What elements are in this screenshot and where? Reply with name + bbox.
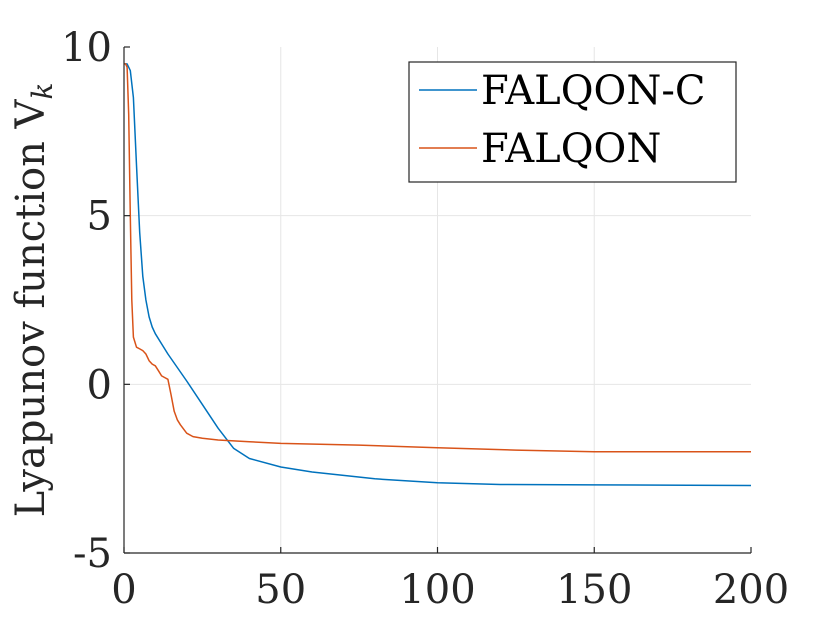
y-axis-label-subscript: k <box>26 83 59 100</box>
x-tick-label-4: 200 <box>713 567 789 613</box>
y-tick-label-2: 5 <box>87 194 112 240</box>
y-axis-label: Lyapunov function Vk <box>8 83 59 518</box>
y-tick-label-1: 0 <box>87 362 112 408</box>
y-axis-label-text: Lyapunov function V <box>8 98 54 517</box>
x-tick-label-2: 100 <box>399 567 475 613</box>
legend-box <box>408 61 737 183</box>
series-line-0 <box>124 63 752 487</box>
series-lines <box>124 63 752 487</box>
legend-label-0: FALQON-C <box>481 68 705 114</box>
series-line-1 <box>124 63 751 453</box>
x-tick-label-0: 0 <box>111 567 136 613</box>
axes <box>123 46 752 554</box>
x-tick-label-3: 150 <box>556 567 632 613</box>
y-tick-label-3: 10 <box>61 25 112 71</box>
y-tick-label-0: -5 <box>73 531 112 577</box>
x-tick-label-1: 50 <box>255 567 306 613</box>
legend-label-1: FALQON <box>481 126 661 172</box>
legend: FALQON-C FALQON <box>408 61 737 183</box>
